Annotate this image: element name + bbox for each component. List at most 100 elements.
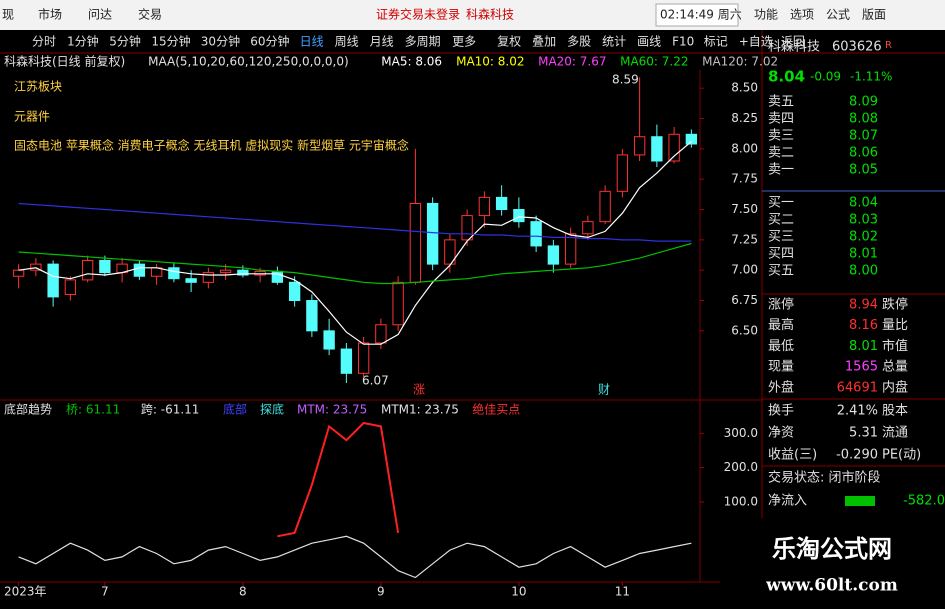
row-label: 买五	[768, 264, 794, 279]
row-label: 净流入	[768, 494, 807, 509]
toolbar-button[interactable]: 更多	[452, 35, 476, 49]
row-label: 涨停	[768, 297, 794, 313]
y-tick-label: 200.0	[724, 460, 758, 474]
candle-body	[582, 221, 594, 235]
toolbar-button[interactable]: 复权	[497, 35, 521, 49]
top-bar	[0, 0, 945, 30]
toolbar-button[interactable]: 周线	[335, 35, 359, 49]
candle-body	[30, 263, 42, 271]
indicator-legend: 桥: 61.11	[66, 403, 120, 417]
row-value: 8.02	[849, 230, 878, 245]
toolbar-button[interactable]: 5分钟	[109, 34, 141, 49]
row-label: 卖三	[768, 129, 794, 144]
toolbar-button[interactable]: 分时	[32, 35, 56, 49]
row-label: 换手	[768, 404, 794, 419]
candle-body	[461, 215, 473, 241]
row-label: PE(动)	[882, 448, 921, 463]
toolbar-button[interactable]: 30分钟	[201, 34, 240, 49]
row-value: 8.05	[849, 163, 878, 178]
indicator-legend: MA5: 8.06	[381, 55, 442, 69]
concepts: 固态电池 苹果概念 消费电子概念 无线耳机 虚拟现实 新型烟草 元宇宙概念	[14, 138, 409, 153]
marker: 财	[598, 383, 610, 397]
toolbar-button[interactable]: F10	[672, 35, 694, 49]
menu-item[interactable]: 交易	[138, 7, 162, 22]
toolbar-button[interactable]: 返回	[781, 35, 805, 49]
row-value: 8.01	[849, 247, 878, 262]
y-tick-label: 8.00	[731, 141, 758, 155]
toolbar-button[interactable]: 叠加	[532, 35, 556, 49]
toolbar-button[interactable]: 日线	[300, 35, 324, 49]
candle-body	[478, 196, 491, 217]
redaction	[270, 275, 676, 331]
row-label: 买四	[768, 247, 794, 262]
login-notice: 证券交易未登录	[376, 7, 460, 22]
toolbar-button[interactable]: 月线	[370, 35, 394, 49]
y-tick-label: 300.0	[724, 426, 758, 440]
row-value: 8.09	[849, 95, 878, 110]
candle-body	[530, 221, 542, 247]
series-line	[18, 242, 692, 285]
menu-item[interactable]: 功能	[754, 8, 778, 22]
toolbar-button[interactable]: 标记	[704, 35, 728, 49]
y-tick-label: 8.50	[731, 81, 758, 95]
watermark-title: 乐淘公式网	[772, 535, 892, 563]
menu-item[interactable]: 问达	[88, 8, 112, 22]
row-value: 8.16	[849, 318, 878, 333]
industry: 元器件	[14, 110, 50, 124]
toolbar-button[interactable]: 60分钟	[250, 34, 289, 49]
indicator-legend: MTM1: 23.75	[381, 403, 459, 417]
y-tick-label: 6.50	[731, 323, 758, 337]
candle-body	[47, 263, 59, 298]
series-line	[277, 421, 400, 538]
row-label: 净资	[768, 426, 794, 441]
watermark-box	[720, 518, 945, 609]
indicator-legend: 跨: -61.11	[141, 403, 200, 417]
candle-body	[426, 202, 439, 265]
candle-body	[12, 269, 25, 277]
toolbar-button[interactable]: 多周期	[405, 35, 441, 49]
y-tick-label: 100.0	[724, 494, 758, 508]
indicator-legend: MA60: 7.22	[620, 55, 688, 69]
trade-status: 交易状态: 闭市阶段	[768, 470, 881, 486]
toolbar-button[interactable]: 画线	[637, 35, 661, 49]
candle-body	[444, 239, 456, 265]
row-label: 卖一	[768, 163, 794, 178]
row-value: 64691	[837, 380, 878, 395]
candle-body	[513, 209, 525, 223]
toolbar-button[interactable]: 1分钟	[67, 34, 99, 49]
candle-body	[202, 272, 215, 283]
candle-body	[323, 330, 335, 350]
quote-code: 603626	[832, 40, 882, 55]
row-label: 卖二	[768, 146, 794, 161]
x-tick-label: 10	[511, 585, 526, 599]
series-line	[18, 202, 692, 242]
candle-body	[633, 136, 646, 156]
y-tick-label: 7.75	[731, 172, 758, 186]
toolbar-button[interactable]: +自选	[739, 35, 773, 49]
toolbar-button[interactable]: 统计	[602, 35, 626, 49]
menu-item[interactable]: 版面	[862, 8, 886, 22]
x-tick-label: 11	[615, 585, 630, 599]
menu-item[interactable]: 选项	[790, 8, 814, 22]
row-value: -0.290	[836, 448, 878, 463]
menu-item[interactable]: 现	[2, 8, 14, 22]
candle-body	[99, 259, 111, 274]
row-label: 收益(三)	[768, 448, 817, 463]
clock-box	[655, 3, 739, 27]
candle-body	[64, 279, 77, 295]
menu-item[interactable]: 市场	[38, 7, 62, 22]
menu-item[interactable]: 公式	[826, 8, 850, 22]
toolbar-button[interactable]: 多股	[567, 35, 591, 49]
candle-body	[219, 269, 232, 274]
row-label: 股本	[882, 404, 908, 419]
indicator-legend: MA20: 7.67	[538, 55, 606, 69]
row-label: 市值	[882, 338, 908, 354]
candle-body	[168, 267, 180, 280]
sector: 江苏板块	[14, 80, 62, 94]
row-value: 8.00	[849, 264, 878, 279]
row-label: 量比	[882, 318, 908, 333]
row-value: 8.08	[849, 112, 878, 127]
toolbar-button[interactable]: 15分钟	[151, 34, 190, 49]
y-tick-label: 6.75	[731, 293, 758, 307]
candle-body	[685, 133, 698, 145]
